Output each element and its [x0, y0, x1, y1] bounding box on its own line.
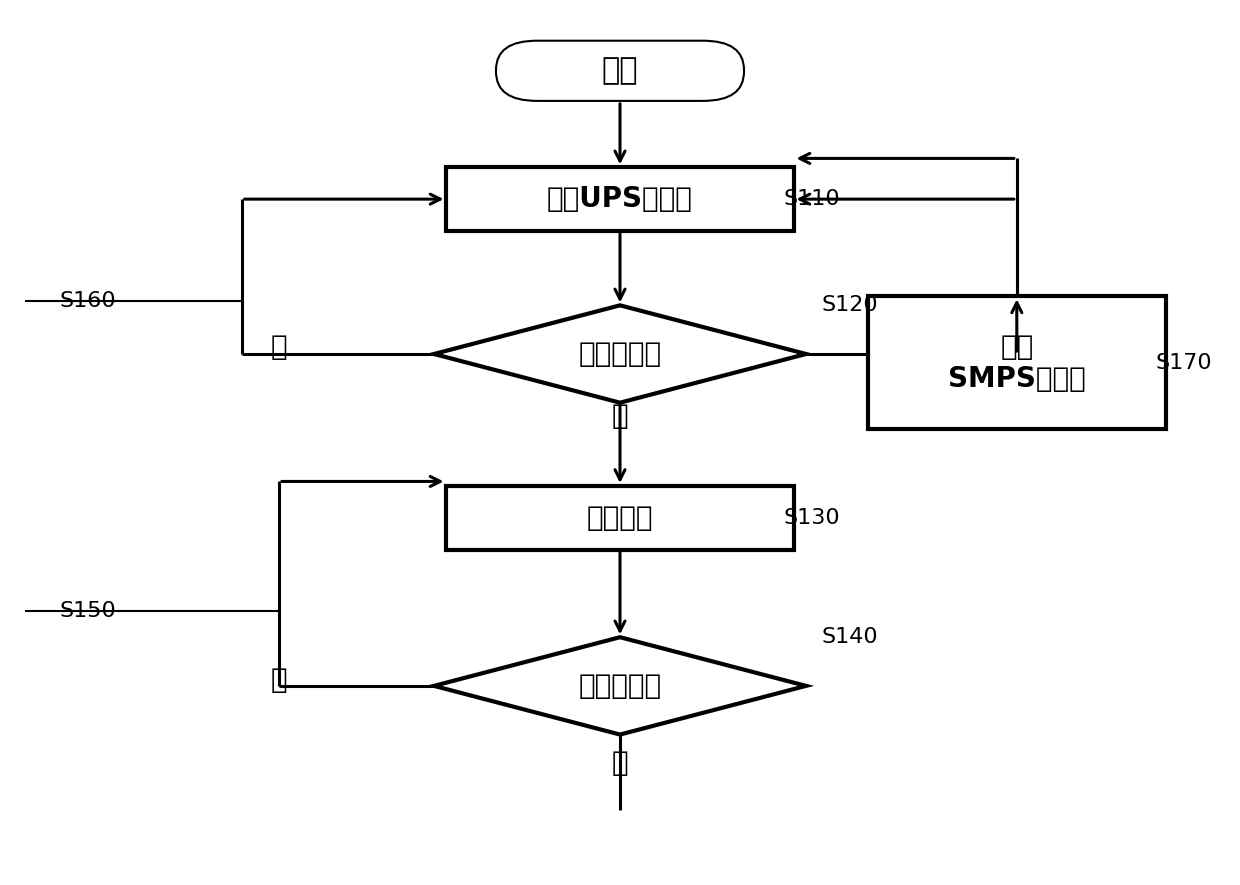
Text: 否: 否 [611, 749, 629, 777]
Text: S160: S160 [60, 291, 117, 311]
Polygon shape [434, 637, 806, 735]
Bar [868, 296, 1166, 429]
Text: 正常范围？: 正常范围？ [578, 340, 662, 368]
Text: S120: S120 [821, 296, 878, 315]
Text: 是: 是 [270, 333, 288, 361]
Text: 检测
SMPS的运行: 检测 SMPS的运行 [947, 333, 1086, 393]
Text: 检测UPS的输出: 检测UPS的输出 [547, 185, 693, 213]
FancyBboxPatch shape [496, 41, 744, 101]
Text: S170: S170 [1156, 353, 1213, 373]
Text: S140: S140 [821, 627, 878, 647]
Bar [446, 167, 794, 231]
Text: S150: S150 [60, 601, 117, 620]
Text: S110: S110 [784, 189, 841, 209]
Text: 否: 否 [611, 402, 629, 430]
Bar [446, 486, 794, 550]
Text: S130: S130 [784, 508, 841, 527]
Text: 切换状态？: 切换状态？ [578, 672, 662, 700]
Text: 是: 是 [270, 666, 288, 694]
Polygon shape [434, 305, 806, 403]
Text: 启动: 启动 [601, 57, 639, 85]
Text: 切换开关: 切换开关 [587, 504, 653, 532]
